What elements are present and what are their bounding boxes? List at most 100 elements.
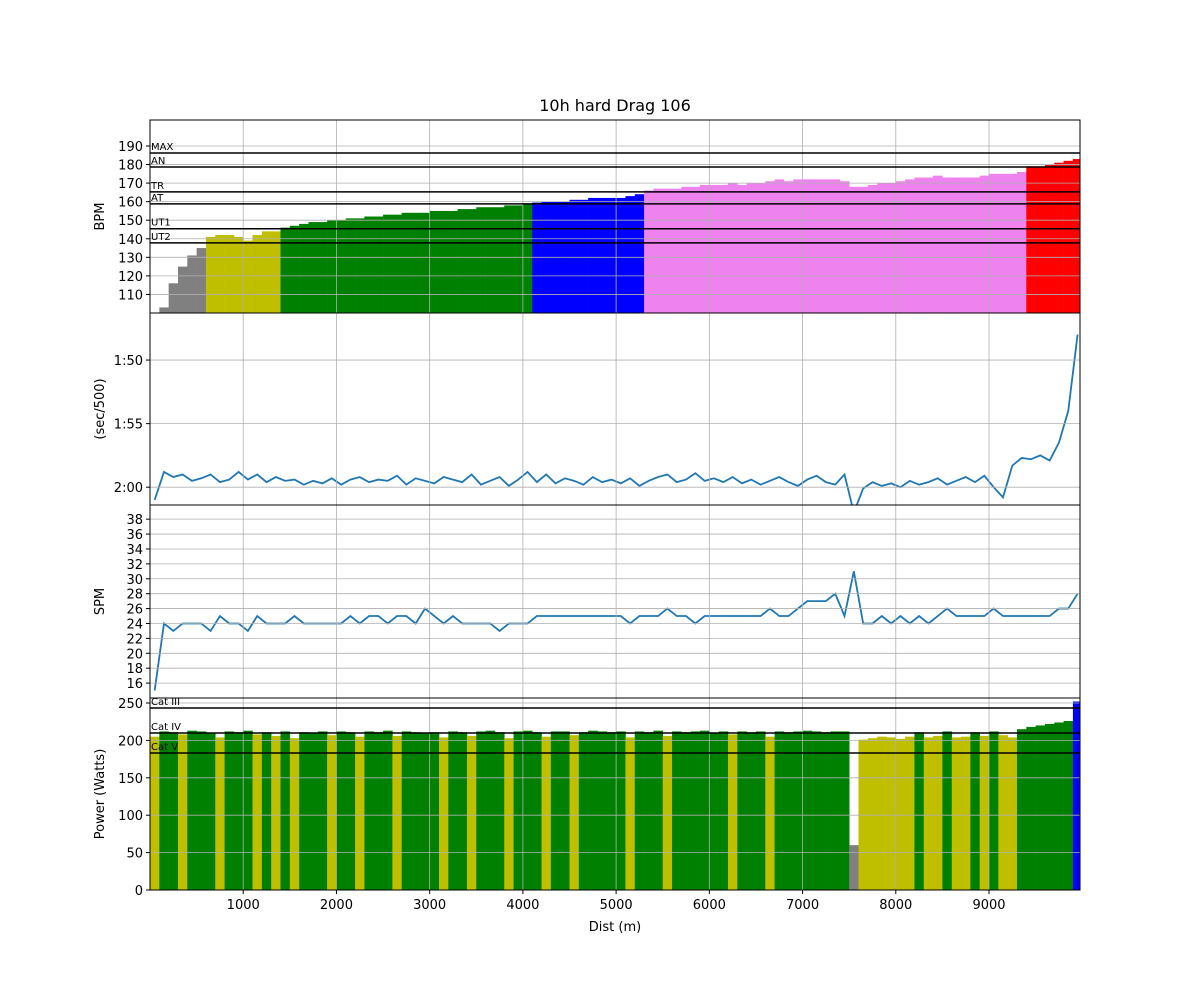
y-tick-label: 16 — [126, 677, 143, 692]
y-tick-label: 18 — [126, 662, 143, 677]
bar — [886, 183, 897, 313]
bar — [709, 732, 719, 890]
bar — [634, 731, 645, 890]
bar — [233, 732, 244, 890]
bar — [1044, 723, 1055, 890]
bar — [252, 734, 263, 890]
bar — [783, 732, 794, 890]
bar — [457, 209, 468, 313]
x-tick-label: 6000 — [693, 898, 726, 913]
bar — [280, 227, 291, 313]
bar — [737, 731, 747, 890]
bar — [765, 736, 775, 890]
bar — [923, 737, 934, 890]
y-tick-label: 150 — [118, 214, 143, 229]
bar — [429, 210, 440, 313]
bar — [289, 738, 300, 890]
bar — [159, 307, 169, 313]
bar — [802, 730, 813, 890]
bar — [345, 218, 356, 313]
bar — [821, 179, 831, 313]
bar — [979, 175, 990, 313]
bar — [373, 216, 384, 313]
bar — [205, 236, 216, 313]
y-tick-label: 190 — [118, 140, 143, 155]
bar — [644, 732, 654, 890]
bar — [187, 730, 197, 890]
bar — [438, 737, 449, 890]
bar — [233, 236, 244, 313]
bar — [709, 184, 719, 313]
x-tick-label: 2000 — [320, 898, 353, 913]
bar — [597, 197, 608, 313]
bar — [905, 736, 915, 890]
bar — [783, 181, 794, 313]
bar — [289, 225, 300, 313]
bar — [1054, 722, 1064, 890]
bar — [569, 735, 580, 890]
bar — [364, 216, 375, 313]
bar — [578, 199, 589, 313]
bar — [578, 732, 589, 890]
bar — [1035, 725, 1046, 890]
bar — [336, 220, 347, 313]
y-tick-label: 20 — [126, 647, 143, 662]
x-tick-label: 8000 — [879, 898, 912, 913]
bar — [811, 179, 822, 313]
bar — [504, 205, 514, 313]
bar — [1054, 162, 1064, 313]
y-tick-label: 30 — [126, 573, 143, 588]
bar — [429, 732, 440, 890]
bar — [877, 736, 887, 890]
zone-label: Cat V — [151, 742, 178, 753]
bar — [215, 737, 225, 890]
bar — [718, 731, 729, 890]
bar — [1072, 158, 1080, 313]
x-tick-label: 3000 — [413, 898, 446, 913]
zone-label: UT2 — [151, 232, 171, 243]
bar — [1063, 160, 1074, 313]
bar — [858, 186, 869, 313]
bar — [681, 732, 691, 890]
bar — [448, 210, 458, 313]
zone-label: UT1 — [151, 218, 171, 229]
y-tick-label: 170 — [118, 177, 143, 192]
bar — [644, 190, 654, 313]
bar — [485, 207, 496, 313]
bar — [271, 735, 281, 890]
x-axis-label: Dist (m) — [589, 920, 641, 935]
y-tick-label: 110 — [118, 288, 143, 303]
bar — [1072, 701, 1080, 890]
bar — [700, 730, 710, 890]
bar — [961, 177, 971, 313]
zone-label: Cat IV — [151, 722, 181, 733]
bar — [317, 731, 328, 890]
bar — [989, 731, 999, 890]
bar — [727, 734, 738, 890]
bar — [746, 732, 757, 890]
zone-label: Cat III — [151, 697, 180, 708]
y-axis-label: SPM — [93, 588, 108, 615]
bar — [886, 737, 897, 890]
bar — [355, 736, 365, 890]
bar — [560, 731, 570, 890]
bar — [839, 731, 850, 890]
bar — [243, 730, 253, 890]
bar — [877, 183, 887, 313]
zone-label: TR — [150, 181, 164, 192]
bar — [588, 197, 598, 313]
bar — [411, 212, 421, 313]
bar — [942, 731, 953, 890]
bar — [438, 210, 449, 313]
bar — [187, 255, 197, 313]
y-axis-label: BPM — [93, 203, 108, 231]
bar — [653, 188, 664, 313]
bar — [933, 735, 943, 890]
bar — [420, 212, 430, 313]
bar — [849, 186, 859, 313]
bar — [849, 845, 859, 890]
bar — [700, 184, 710, 313]
bar — [317, 222, 328, 313]
y-tick-label: 130 — [118, 251, 143, 266]
